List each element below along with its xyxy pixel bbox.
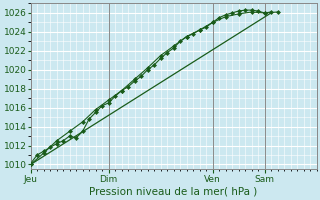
X-axis label: Pression niveau de la mer( hPa ): Pression niveau de la mer( hPa ) [90,187,258,197]
